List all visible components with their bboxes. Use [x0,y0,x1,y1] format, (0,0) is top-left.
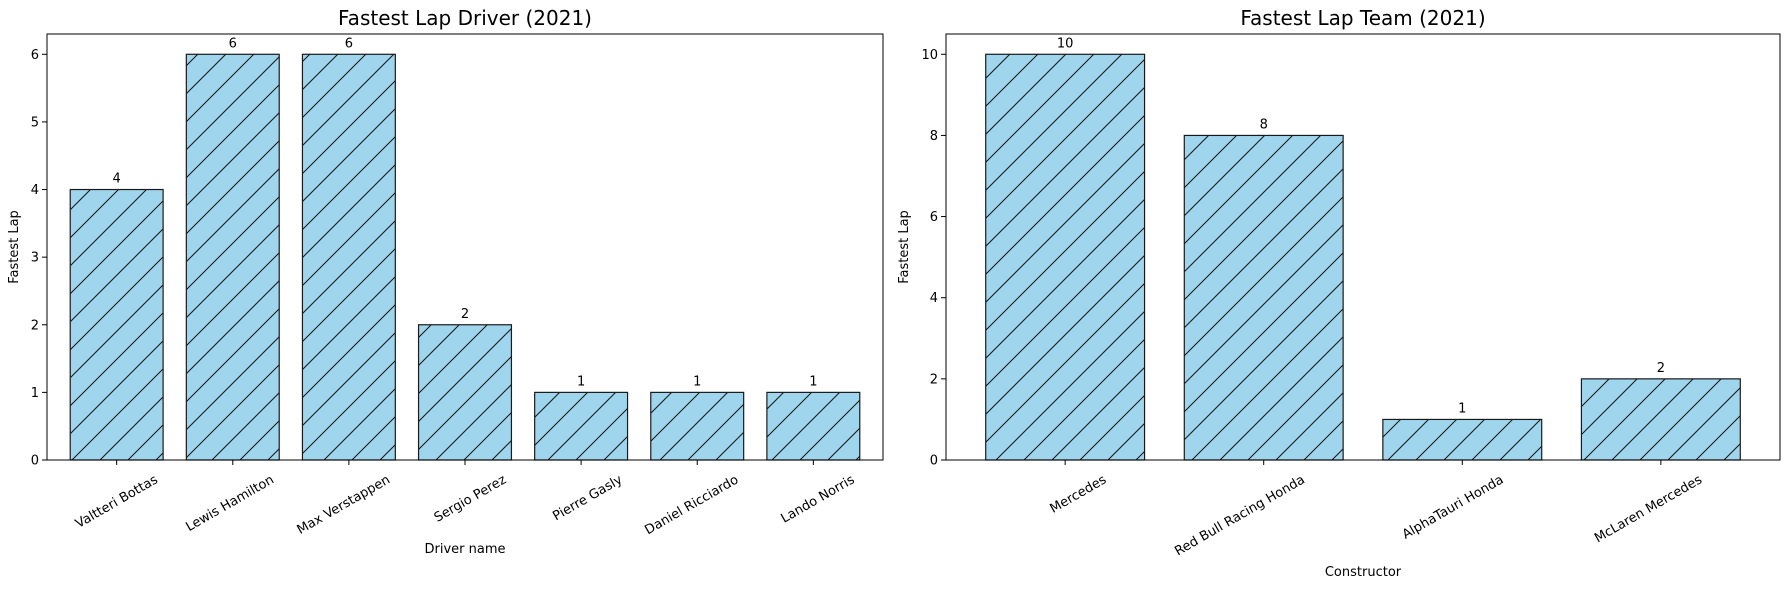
chart-title: Fastest Lap Driver (2021) [338,6,592,30]
y-tick-label: 6 [31,48,39,63]
data-label: 10 [1057,36,1074,51]
bar-hatch [650,391,745,461]
y-tick-label: 2 [31,318,39,333]
bar-hatch [1382,418,1543,461]
chart-title: Fastest Lap Team (2021) [1240,6,1485,30]
data-label: 1 [809,374,817,389]
x-tick-label: McLaren Mercedes [1592,472,1705,546]
bar-hatch [301,53,396,461]
y-tick-label: 1 [31,386,39,401]
x-axis-label: Driver name [424,542,505,557]
data-label: 4 [113,172,121,187]
y-tick-label: 0 [930,454,938,469]
bar-hatch [766,391,861,461]
data-label: 2 [1657,361,1665,376]
y-axis-label: Fastest Lap [897,210,912,284]
data-label: 1 [1458,401,1466,416]
y-tick-label: 4 [930,291,938,306]
data-label: 6 [345,36,353,51]
bar-hatch [417,324,513,461]
bar-hatch [534,391,629,461]
y-tick-label: 3 [31,251,39,266]
axes-frame [46,33,884,461]
data-label: 1 [693,374,701,389]
x-tick-label: Pierre Gasly [550,472,625,524]
y-axis-label: Fastest Lap [7,210,22,284]
axes-frame [945,33,1781,461]
y-tick-label: 10 [921,48,938,63]
bar-hatch [185,53,280,461]
driver-chart: Fastest Lap Driver (2021) 4 Valtteri Botta… [7,6,884,557]
x-tick-label: Sergio Perez [432,472,509,525]
x-tick-label: Valtteri Bottas [73,472,161,531]
data-label: 2 [461,307,469,322]
bar-hatch [69,188,164,461]
y-tick-label: 0 [31,454,39,469]
x-tick-label: Mercedes [1048,472,1110,516]
x-tick-label: Lewis Hamilton [183,472,276,535]
x-axis-label: Constructor [1325,565,1402,580]
y-tick-label: 2 [930,372,938,387]
y-tick-label: 4 [31,183,39,198]
data-label: 8 [1260,117,1268,132]
data-label: 6 [229,36,237,51]
x-tick-label: Lando Norris [779,472,858,526]
y-tick-label: 6 [930,210,938,225]
y-tick-label: 5 [31,115,39,130]
bar-hatch [1580,378,1741,461]
bar-hatch [1183,134,1344,461]
x-tick-label: Red Bull Racing Honda [1172,472,1307,559]
x-tick-label: Daniel Ricciardo [642,472,741,538]
data-label: 1 [577,374,585,389]
x-tick-label: Max Verstappen [295,472,393,537]
y-tick-label: 8 [930,129,938,144]
bar-hatch [985,53,1146,461]
x-tick-label: AlphaTauri Honda [1400,472,1506,542]
